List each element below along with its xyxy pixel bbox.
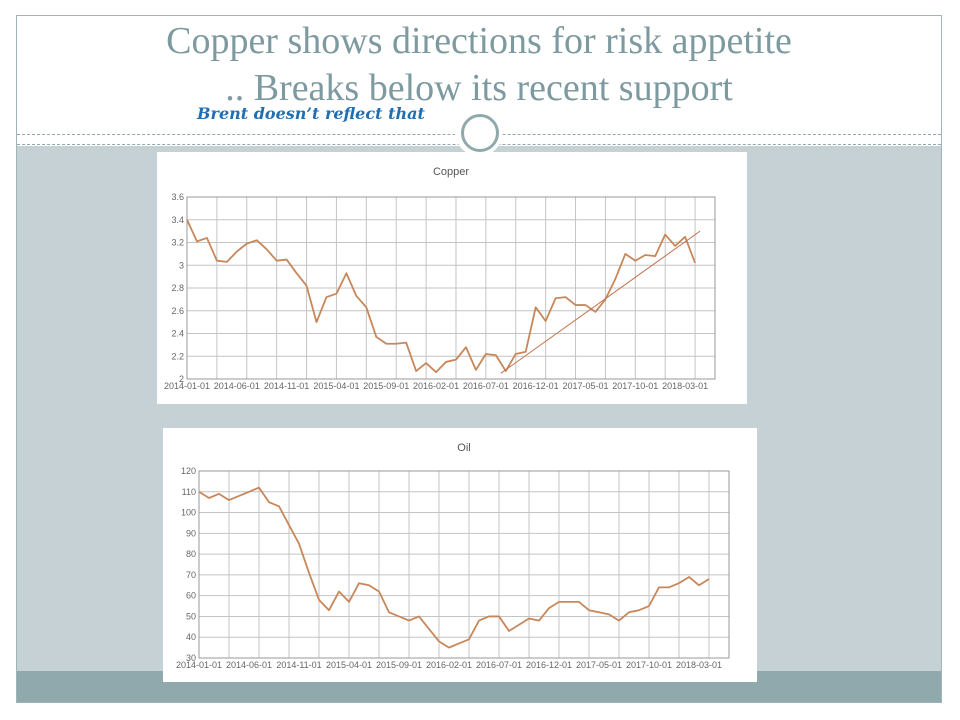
oil-y-tick-label: 80 (186, 549, 196, 559)
oil-chart-panel: Oil 30 40 50 60 70 80 90 100 110 120 2014-01-01 2014… (163, 428, 757, 682)
oil-y-tick-label: 120 (181, 466, 196, 476)
copper-series-line (186, 219, 696, 374)
copper-x-tick-label: 2014-01-01 (164, 381, 210, 391)
oil-y-tick-label: 30 (186, 653, 196, 663)
copper-x-tick-label: 2016-07-01 (463, 381, 509, 391)
oil-x-tick-label: 2016-07-01 (476, 660, 522, 670)
oil-y-tick-label: 60 (186, 591, 196, 601)
slide-frame (16, 15, 942, 703)
copper-x-tick-label: 2014-11-01 (264, 381, 309, 391)
oil-x-tick-label: 2017-05-01 (576, 660, 622, 670)
oil-x-tick-label: 2017-10-01 (626, 660, 672, 670)
copper-x-tick-label: 2016-12-01 (513, 381, 559, 391)
oil-y-tick-label: 50 (186, 611, 196, 621)
copper-chart-panel: Copper 2 2.2 2.4 2.6 2.8 3 3.2 3.4 3.6 2014-01-01 2… (157, 152, 747, 404)
copper-x-tick-label: 2015-04-01 (313, 381, 359, 391)
oil-x-tick-label: 2014-06-01 (226, 660, 272, 670)
oil-y-tick-label: 100 (181, 508, 196, 518)
copper-y-tick-label: 2.4 (171, 329, 184, 339)
copper-x-tick-label: 2016-02-01 (413, 381, 459, 391)
oil-x-tick-label: 2014-01-01 (176, 660, 222, 670)
copper-y-tick-label: 2.2 (171, 351, 184, 361)
copper-x-tick-label: 2018-03-01 (662, 381, 708, 391)
copper-y-tick-label: 3.4 (171, 215, 184, 225)
oil-x-tick-label: 2018-03-01 (676, 660, 722, 670)
copper-x-tick-label: 2017-05-01 (562, 381, 608, 391)
slide-subtitle: Brent doesn’t reflect that (197, 104, 425, 123)
oil-x-tick-label: 2014-11-01 (276, 660, 321, 670)
slide-title-line1: Copper shows directions for risk appetit… (166, 20, 792, 62)
copper-y-tick-label: 3.2 (171, 238, 184, 248)
copper-y-tick-label: 3.6 (171, 192, 184, 202)
oil-y-tick-label: 90 (186, 528, 196, 538)
copper-y-tick-label: 2.8 (171, 283, 184, 293)
oil-x-tick-label: 2016-02-01 (426, 660, 472, 670)
copper-y-tick-label: 2 (179, 374, 184, 384)
oil-x-tick-label: 2016-12-01 (526, 660, 572, 670)
copper-y-tick-label: 2.6 (171, 306, 184, 316)
oil-x-tick-label: 2015-09-01 (376, 660, 422, 670)
copper-plot-frame (186, 196, 716, 380)
oil-series-line (198, 486, 710, 649)
copper-chart-title: Copper (433, 166, 469, 178)
slide-title-line2: .. Breaks below its recent support (225, 67, 733, 109)
copper-support-trendline (500, 230, 701, 374)
oil-chart-title: Oil (457, 442, 470, 454)
copper-x-tick-label: 2014-06-01 (214, 381, 260, 391)
oil-y-tick-label: 110 (182, 487, 196, 497)
oil-chart: Oil 30 40 50 60 70 80 90 100 110 120 2014-01-01 2014… (176, 442, 730, 670)
divider-circle-icon (461, 114, 499, 152)
copper-chart: Copper 2 2.2 2.4 2.6 2.8 3 3.2 3.4 3.6 2014-01-01 2… (164, 166, 716, 391)
oil-y-tick-label: 70 (186, 570, 196, 580)
oil-plot-frame (198, 470, 730, 659)
oil-x-tick-label: 2015-04-01 (326, 660, 372, 670)
oil-y-tick-label: 40 (186, 632, 196, 642)
copper-y-tick-label: 3 (179, 260, 184, 270)
copper-x-tick-label: 2015-09-01 (363, 381, 409, 391)
copper-x-tick-label: 2017-10-01 (612, 381, 658, 391)
